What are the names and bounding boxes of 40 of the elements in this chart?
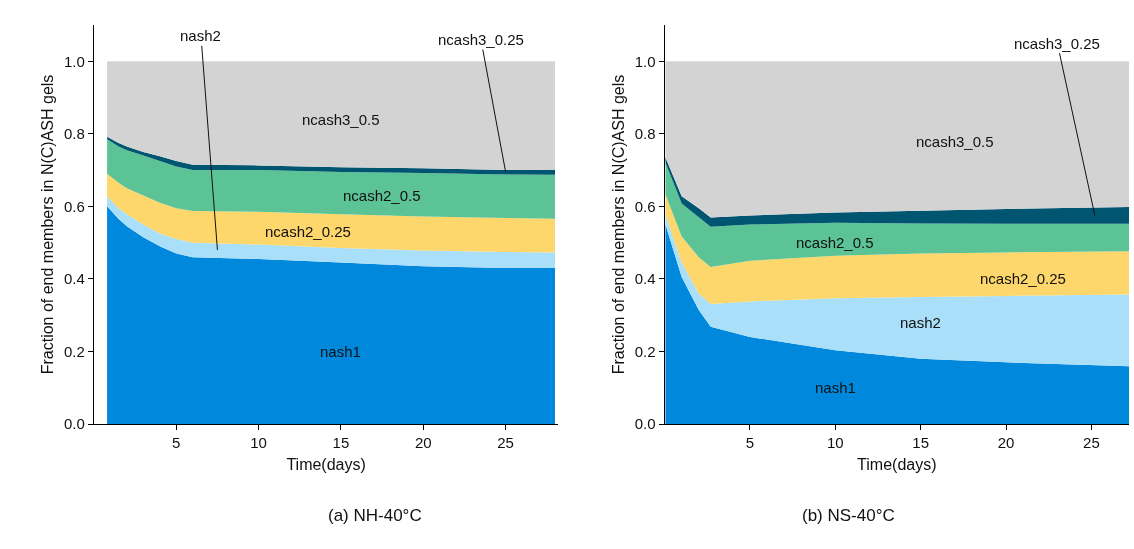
text: ncash3_0.25 <box>1014 35 1100 52</box>
y-tick-label: 0.8 <box>634 125 656 143</box>
x-tick-label: 15 <box>912 434 930 452</box>
x-axis-title: Time(days) <box>857 455 937 473</box>
series-label: ncash3_0.5 <box>916 133 994 150</box>
y-axis-title: Fraction of end members in N(C)ASH gels <box>609 74 627 375</box>
y-axis-title: Fraction of end members in N(C)ASH gels <box>38 74 56 375</box>
series-label: nash1 <box>320 343 361 360</box>
x-tick-label: 20 <box>414 434 432 452</box>
series-label: ncash3_0.5 <box>302 111 380 128</box>
y-tick-label: 0.4 <box>634 270 656 288</box>
y-tick-label: 0.6 <box>634 197 656 215</box>
x-tick-label: 10 <box>250 434 267 452</box>
y-tick-label: 0.8 <box>63 125 85 143</box>
series-label: ncash2_0.5 <box>796 234 874 251</box>
y-tick-label: 0.2 <box>634 342 656 360</box>
series-label: nash2 <box>900 314 941 331</box>
y-tick-label: 0.0 <box>63 415 85 433</box>
x-tick-label: 15 <box>332 434 350 452</box>
y-tick-label: 0.6 <box>63 197 85 215</box>
y-tick-label: 1.0 <box>63 52 85 70</box>
x-tick-label: 25 <box>1083 434 1100 452</box>
series-label: ncash2_0.25 <box>265 223 351 240</box>
series-label: ncash2_0.5 <box>343 187 421 204</box>
x-tick-label: 25 <box>497 434 514 452</box>
y-tick-label: 0.4 <box>63 270 85 288</box>
x-axis-title: Time(days) <box>286 455 366 473</box>
series-label: nash1 <box>815 379 856 396</box>
text: ncash3_0.25 <box>438 31 524 48</box>
y-tick-label: 0.0 <box>634 415 656 433</box>
text: (b) NS-40°C <box>802 506 895 525</box>
x-tick-label: 20 <box>997 434 1015 452</box>
series-label: ncash2_0.25 <box>980 270 1066 287</box>
y-tick-label: 1.0 <box>634 52 656 70</box>
x-tick-label: 10 <box>827 434 844 452</box>
y-tick-label: 0.2 <box>63 342 85 360</box>
x-tick-label: 5 <box>745 434 755 452</box>
text: (a) NH-40°C <box>328 506 422 525</box>
x-tick-label: 5 <box>172 434 181 452</box>
text: nash2 <box>180 27 221 44</box>
